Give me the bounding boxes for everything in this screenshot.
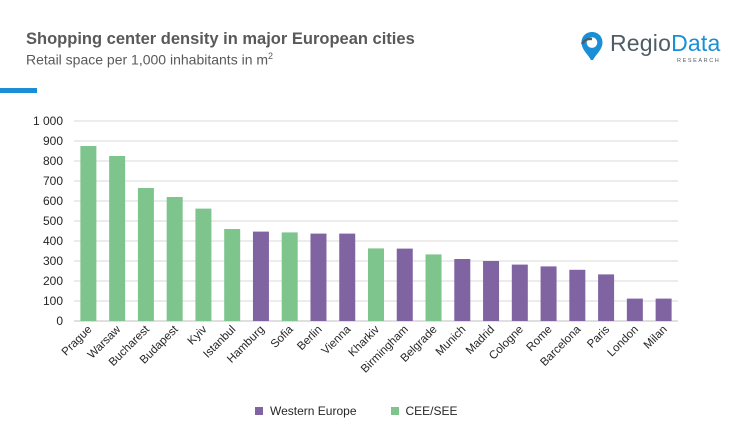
y-tick-label: 800: [43, 154, 63, 168]
bar-hamburg: [252, 231, 269, 321]
x-tick-label: Sofia: [269, 323, 296, 350]
legend-swatch-cee: [390, 407, 399, 415]
x-tick-label: Kyiv: [186, 323, 210, 347]
bar-cologne: [511, 264, 528, 321]
subtitle-superscript: 2: [268, 51, 274, 61]
logo-wordmark: RegioData: [610, 30, 721, 57]
chart-title: Shopping center density in major Europea…: [26, 30, 415, 48]
x-tick-label: Milan: [642, 324, 670, 352]
bar-madrid: [483, 261, 500, 321]
logo-word-regio: Regio: [610, 30, 672, 56]
regiodata-logo: RegioData RESEARCH: [580, 30, 730, 66]
y-tick-label: 400: [43, 234, 63, 248]
bar-kharkiv: [368, 248, 384, 321]
bar-belgrade: [425, 254, 442, 321]
y-tick-label: 0: [56, 314, 63, 328]
bar-munich: [454, 259, 471, 321]
bar-kyiv: [195, 208, 212, 321]
bar-berlin: [310, 233, 327, 321]
accent-bar: [0, 88, 37, 93]
bar-paris: [598, 274, 615, 321]
y-axis-labels: 0 100 200 300 400 500 600 700 800 900 1 000: [33, 114, 63, 328]
bar-budapest: [166, 197, 183, 321]
logo-word-data: Data: [671, 30, 721, 56]
y-tick-label: 100: [43, 294, 63, 308]
bar-birmingham: [396, 248, 413, 321]
y-tick-label: 300: [43, 254, 63, 268]
logo-tagline: RESEARCH: [677, 58, 721, 64]
y-tick-label: 500: [43, 214, 63, 228]
legend-swatch-western: [255, 407, 263, 415]
y-tick-label: 600: [43, 194, 63, 208]
legend-label-western: Western Europe: [270, 404, 357, 418]
legend-label-cee: CEE/SEE: [405, 404, 458, 418]
y-tick-label: 700: [43, 174, 63, 188]
bar-istanbul: [224, 229, 241, 321]
bars: [80, 146, 672, 321]
bar-vienna: [339, 233, 356, 321]
bar-london: [626, 298, 643, 321]
subtitle-text: Retail space per 1,000 inhabitants in m: [26, 51, 269, 68]
bar-bucharest: [137, 188, 154, 321]
legend-item-cee: CEE/SEE: [390, 404, 458, 418]
chart-subtitle: Retail space per 1,000 inhabitants in m2: [26, 51, 273, 68]
bar-sofia: [281, 232, 298, 321]
legend-item-western: Western Europe: [255, 404, 357, 418]
bar-barcelona: [569, 269, 586, 321]
y-tick-label: 1 000: [33, 114, 63, 128]
legend: Western Europe CEE/SEE: [255, 404, 458, 418]
y-tick-label: 200: [43, 274, 63, 288]
bar-prague: [80, 146, 97, 321]
bar-rome: [540, 266, 557, 321]
y-tick-label: 900: [43, 134, 63, 148]
bar-milan: [655, 298, 672, 321]
x-tick-label: London: [605, 324, 641, 360]
x-tick-label: Munich: [434, 324, 469, 359]
bar-warsaw: [109, 156, 126, 321]
map-pin-icon: [580, 32, 603, 60]
